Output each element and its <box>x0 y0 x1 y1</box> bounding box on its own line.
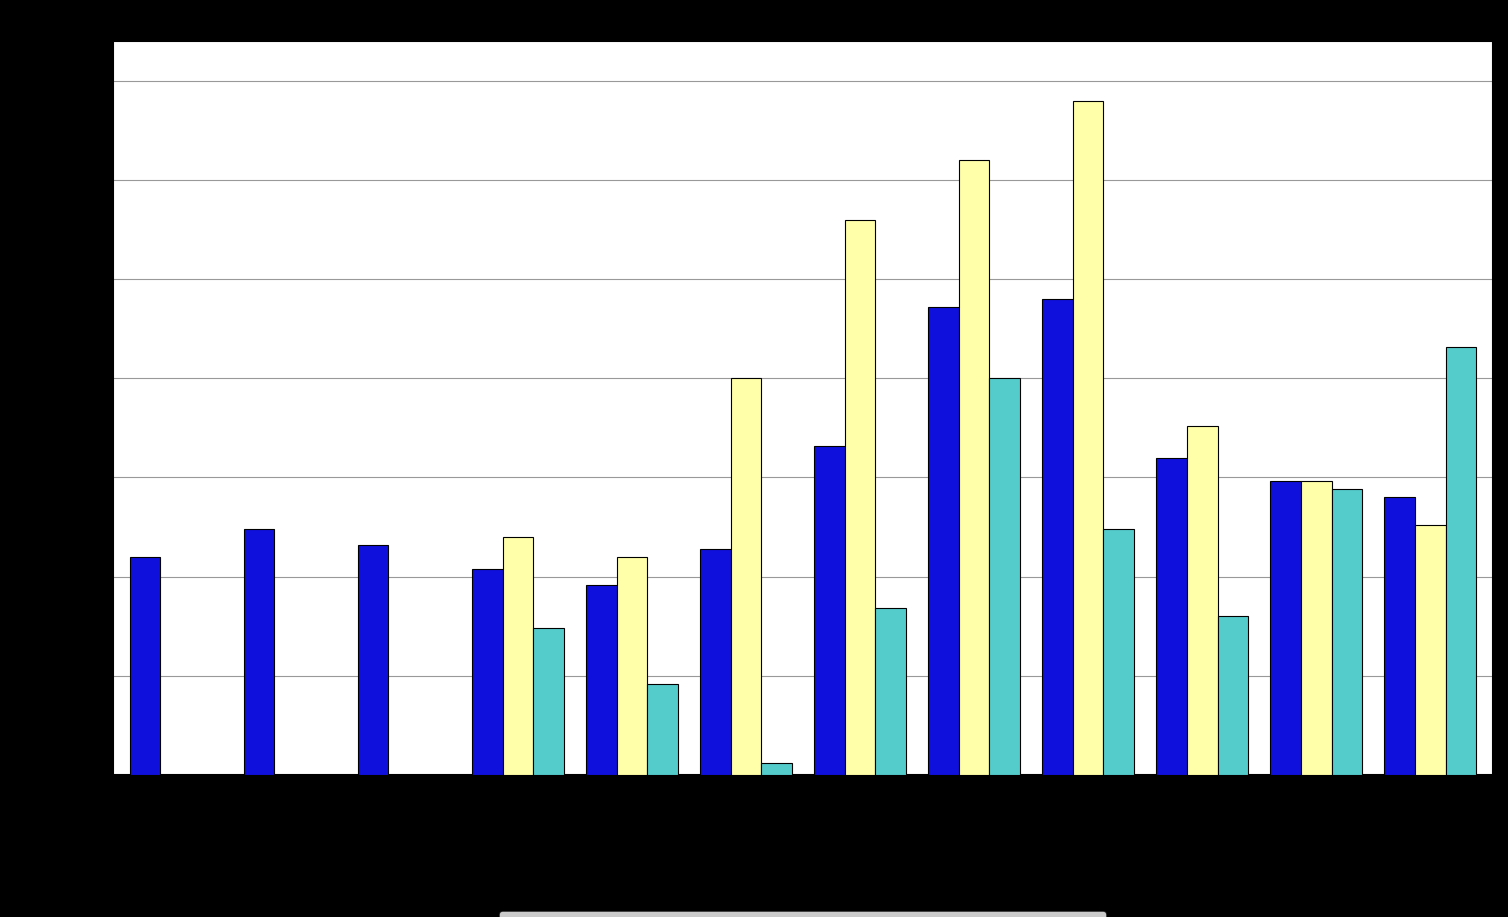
Legend: Yrkesskade, Yrkesulykke, Yrkessykdom: Yrkesskade, Yrkesulykke, Yrkessykdom <box>499 911 1107 917</box>
Bar <box>927 307 959 775</box>
Bar <box>1104 529 1134 775</box>
Bar <box>762 763 792 775</box>
Bar <box>730 379 762 775</box>
Bar <box>844 220 876 775</box>
Bar <box>1384 497 1415 775</box>
Bar <box>700 549 730 775</box>
Bar <box>1301 481 1332 775</box>
Bar <box>1332 490 1362 775</box>
Bar <box>244 529 274 775</box>
Bar <box>1217 616 1249 775</box>
Bar <box>1042 299 1072 775</box>
Bar <box>472 569 502 775</box>
Bar <box>534 628 564 775</box>
Bar <box>357 545 389 775</box>
Bar <box>1270 481 1301 775</box>
Bar <box>959 160 989 775</box>
Bar <box>1187 425 1217 775</box>
Bar <box>1446 347 1476 775</box>
Bar <box>585 584 617 775</box>
Bar <box>989 379 1021 775</box>
Bar <box>876 608 906 775</box>
Bar <box>1072 101 1104 775</box>
Bar <box>814 446 844 775</box>
Bar <box>502 537 534 775</box>
Bar <box>617 557 647 775</box>
Bar <box>130 557 160 775</box>
Bar <box>1157 458 1187 775</box>
Bar <box>647 684 679 775</box>
Bar <box>1415 525 1446 775</box>
